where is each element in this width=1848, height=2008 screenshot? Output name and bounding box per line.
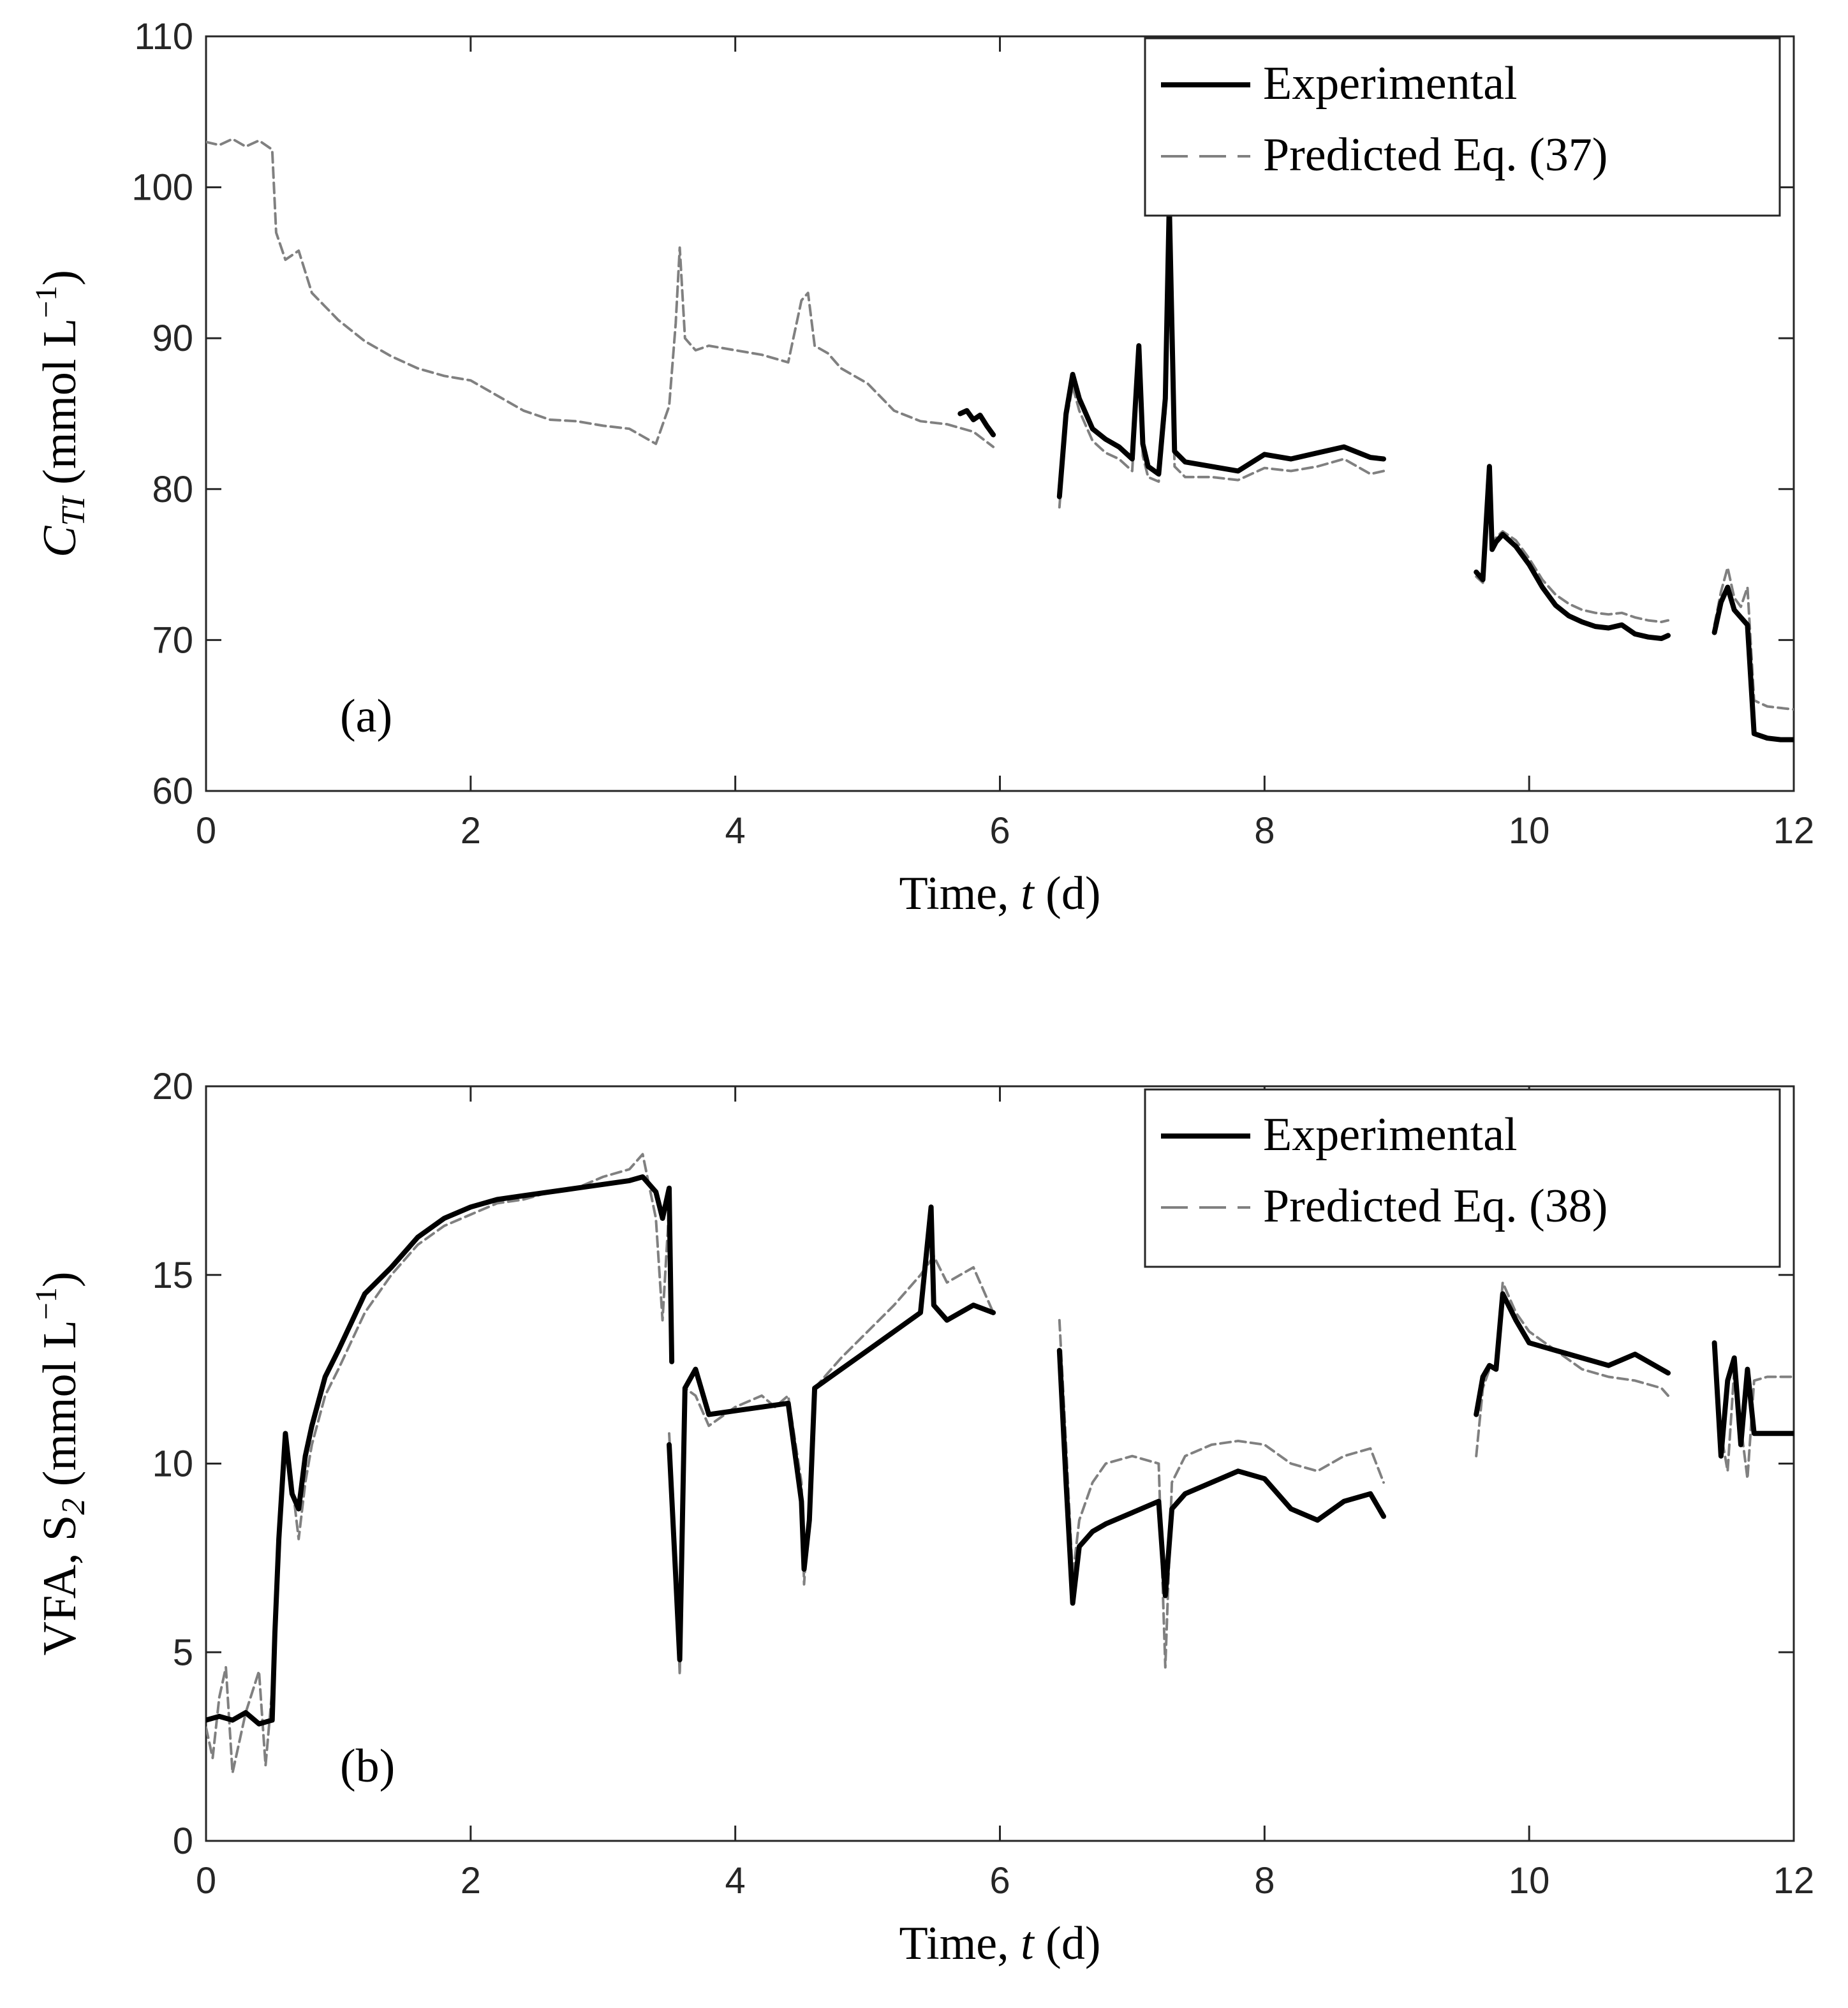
y-tick-label: 110 (135, 16, 193, 57)
experimental-series-line (1711, 1340, 1794, 1459)
y-axis-title: CTI (mmol L−1) (29, 270, 92, 557)
y-axis-title: VFA, S2 (mmol L−1) (29, 1272, 92, 1656)
experimental-series-line (1474, 464, 1671, 641)
legend-label: Predicted Eq. (37) (1263, 129, 1608, 181)
predicted-series-line (1058, 1318, 1385, 1669)
y-tick-label: 80 (152, 469, 193, 510)
experimental-series-line (1056, 1348, 1386, 1606)
experimental-series-line (667, 1204, 996, 1663)
x-tick-label: 0 (196, 1860, 216, 1901)
y-tick-label: 90 (152, 318, 193, 359)
predicted-series-line (206, 1153, 674, 1775)
x-tick-label: 8 (1254, 810, 1275, 852)
x-tick-label: 6 (989, 1860, 1010, 1901)
predicted-series-line (1475, 1281, 1669, 1458)
experimental-series-line (1056, 200, 1386, 499)
x-tick-label: 4 (725, 810, 746, 852)
x-axis-title: Time, t (d) (899, 867, 1101, 920)
experimental-series-line (1474, 1291, 1671, 1417)
x-tick-label: 10 (1509, 810, 1550, 852)
experimental-series-line (1711, 584, 1794, 742)
y-tick-label: 20 (152, 1066, 193, 1107)
y-tick-label: 5 (173, 1632, 193, 1673)
predicted-series-line (1713, 566, 1794, 711)
x-tick-label: 12 (1773, 810, 1815, 852)
predicted-series-line (1058, 216, 1385, 509)
y-tick-label: 100 (131, 167, 193, 209)
x-tick-label: 4 (725, 1860, 746, 1901)
panel-label: (b) (340, 1740, 395, 1792)
legend-label: Experimental (1263, 57, 1518, 110)
experimental-series-line (206, 1174, 675, 1727)
y-tick-label: 0 (173, 1820, 193, 1862)
x-tick-label: 12 (1773, 1860, 1815, 1901)
y-tick-label: 60 (152, 771, 193, 812)
x-tick-label: 6 (989, 810, 1010, 852)
experimental-series-line (957, 408, 996, 438)
predicted-series-line (668, 1255, 995, 1676)
predicted-series-line (206, 137, 995, 448)
panel-b: 0 2 4 6 8 10 12 0 5 10 15 20 Experimental Predicted E… (29, 1066, 1814, 1970)
x-axis-title: Time, t (d) (899, 1917, 1101, 1970)
panel-label: (a) (340, 690, 392, 742)
x-tick-label: 8 (1254, 1860, 1275, 1901)
y-tick-label: 10 (152, 1443, 193, 1485)
legend-label: Experimental (1263, 1109, 1518, 1161)
x-tick-label: 10 (1509, 1860, 1550, 1901)
x-tick-label: 0 (196, 810, 216, 852)
legend-label: Predicted Eq. (38) (1263, 1180, 1608, 1232)
x-tick-label: 2 (461, 1860, 481, 1901)
y-tick-label: 70 (152, 619, 193, 661)
x-tick-label: 2 (461, 810, 481, 852)
legend-box (1144, 37, 1781, 217)
legend-box (1144, 1088, 1781, 1268)
panel-a: 0 2 4 6 8 10 12 60 70 80 90 100 110 Experimental Predi… (29, 16, 1814, 920)
y-tick-label: 15 (152, 1255, 193, 1296)
